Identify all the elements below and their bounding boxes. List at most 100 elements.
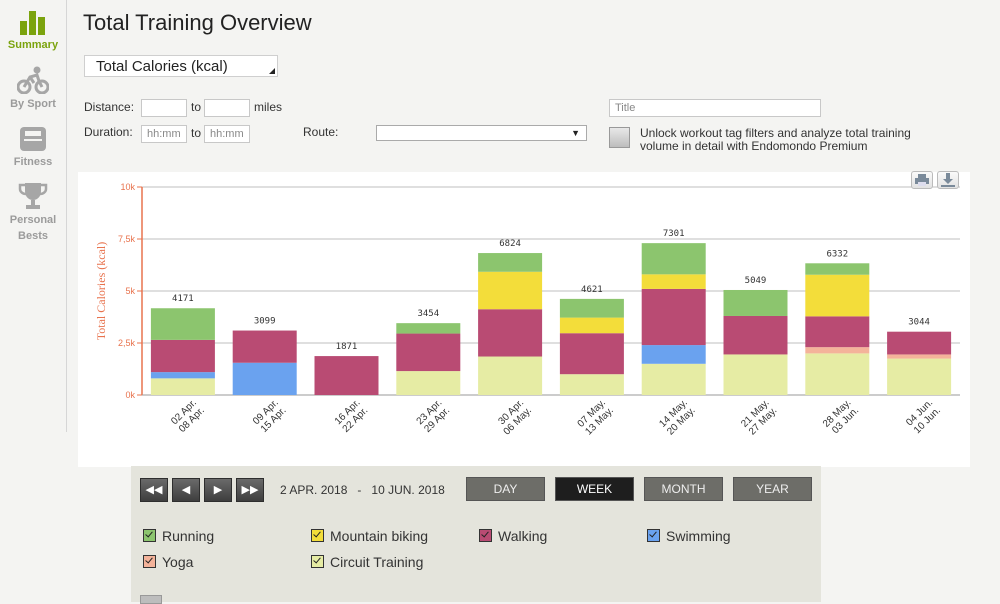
stacked-bar-chart: 0k 2,5k 5k 7,5k 10k Total Calories (kcal) 4171…: [94, 182, 960, 438]
download-button[interactable]: [937, 171, 959, 189]
sidebar-item-label: Fitness: [13, 156, 53, 168]
bar-total-label: 3044: [908, 318, 930, 328]
route-select[interactable]: ▼: [376, 125, 587, 141]
legend-label: Mountain biking: [330, 528, 429, 544]
bar-segment-running: [396, 323, 461, 334]
sidebar-item-label: Personal: [9, 214, 57, 226]
bar-segment-walking: [723, 315, 788, 355]
bar-segment-circuit-training: [887, 358, 952, 395]
bar-segment-swimming: [150, 372, 215, 379]
bar-segment-circuit-training: [396, 371, 461, 395]
y-axis-label: Total Calories (kcal): [94, 242, 108, 340]
bar-segment-swimming: [232, 362, 297, 395]
x-tick-label: 28 May.03 Jun.: [821, 397, 861, 437]
distance-to-input[interactable]: [204, 99, 250, 117]
x-tick-label: 30 Apr.06 May.: [494, 397, 534, 437]
bar-segment-circuit-training: [723, 354, 788, 395]
bar-total-label: 6332: [826, 249, 848, 259]
period-day-button[interactable]: DAY: [466, 477, 545, 501]
print-icon: [915, 174, 929, 186]
bar-segment-walking: [887, 331, 952, 355]
bar-segment-yoga: [805, 347, 870, 354]
next-button[interactable]: ▶: [204, 478, 232, 502]
y-tick-label: 7,5k: [118, 234, 136, 244]
y-tick-label: 0k: [125, 390, 135, 400]
last-page-button[interactable]: ▶▶: [236, 478, 264, 502]
checkbox-icon[interactable]: [143, 555, 156, 568]
date-separator: -: [357, 483, 362, 497]
dropdown-arrow-icon: [269, 68, 275, 74]
bar-segment-running: [559, 298, 624, 318]
legend-label: Running: [162, 528, 215, 544]
legend-label: Circuit Training: [330, 554, 424, 570]
bar-segment-circuit-training: [150, 378, 215, 395]
x-tick-label: 14 May.20 May.: [657, 397, 697, 437]
legend-item-yoga[interactable]: Yoga: [143, 554, 193, 570]
duration-from-input[interactable]: hh:mm: [141, 125, 187, 143]
download-icon: [941, 173, 955, 187]
premium-text: Unlock workout tag filters and analyze t…: [640, 126, 911, 153]
bar-segment-mountain-biking: [559, 317, 624, 334]
scale-icon: [20, 127, 46, 151]
bar-total-label: 3454: [417, 309, 439, 319]
checkbox-icon[interactable]: [311, 555, 324, 568]
sidebar-item-personal-bests[interactable]: Personal Bests: [0, 182, 66, 244]
period-year-button[interactable]: YEAR: [733, 477, 812, 501]
bar-segment-walking: [478, 309, 543, 357]
sidebar-item-fitness[interactable]: Fitness: [0, 126, 66, 170]
bar-segment-walking: [396, 333, 461, 372]
date-from: 2 APR. 2018: [280, 483, 348, 497]
y-tick-label: 5k: [125, 286, 135, 296]
legend-item-walking[interactable]: Walking: [479, 528, 547, 544]
miles-label: miles: [254, 100, 283, 114]
checkbox-icon[interactable]: [311, 529, 324, 542]
sidebar-item-summary[interactable]: Summary: [0, 9, 66, 53]
checkbox-icon[interactable]: [143, 529, 156, 542]
legend-item-mountain-biking[interactable]: Mountain biking: [311, 528, 428, 544]
controls-panel: ◀◀ ◀ ▶ ▶▶ 2 APR. 2018 - 10 JUN. 2018 DAY…: [131, 466, 821, 602]
bar-segment-running: [478, 253, 543, 272]
bar-segment-swimming: [641, 345, 706, 364]
cyclist-icon: [17, 66, 49, 94]
page-title: Total Training Overview: [83, 10, 312, 35]
sidebar-item-by-sport[interactable]: By Sport: [0, 66, 66, 112]
bar-total-label: 3099: [254, 317, 276, 327]
first-page-button[interactable]: ◀◀: [140, 478, 168, 502]
bar-segment-walking: [232, 330, 297, 363]
metric-select[interactable]: Total Calories (kcal): [84, 55, 278, 77]
distance-label: Distance:: [84, 100, 135, 114]
bar-total-label: 4171: [172, 294, 194, 304]
bar-segment-running: [641, 243, 706, 275]
bar-segment-walking: [641, 288, 706, 346]
legend-item-circuit-training[interactable]: Circuit Training: [311, 554, 423, 570]
print-button[interactable]: [911, 171, 933, 189]
bar-total-label: 5049: [745, 276, 767, 286]
x-tick-label: 16 Apr.22 Apr.: [333, 397, 371, 435]
date-to: 10 JUN. 2018: [371, 483, 445, 497]
bar-segment-running: [150, 308, 215, 340]
distance-from-input[interactable]: [141, 99, 187, 117]
legend-item-running[interactable]: Running: [143, 528, 214, 544]
legend-item-swimming[interactable]: Swimming: [647, 528, 731, 544]
duration-to-input[interactable]: hh:mm: [204, 125, 250, 143]
previous-button[interactable]: ◀: [172, 478, 200, 502]
legend-label: Walking: [498, 528, 548, 544]
bar-total-label: 4621: [581, 285, 603, 295]
checkbox-icon[interactable]: [647, 529, 660, 542]
dropdown-arrow-icon: ▼: [571, 128, 580, 138]
chart-area: 0k 2,5k 5k 7,5k 10k Total Calories (kcal) 4171…: [78, 172, 970, 467]
premium-icon[interactable]: [609, 127, 630, 148]
x-tick-label: 23 Apr.29 Apr.: [415, 397, 453, 435]
title-input[interactable]: Title: [609, 99, 821, 117]
checkbox-icon[interactable]: [479, 529, 492, 542]
sidebar-item-label: Summary: [7, 39, 59, 51]
bar-segment-mountain-biking: [805, 274, 870, 317]
period-week-button[interactable]: WEEK: [555, 477, 634, 501]
bar-segment-walking: [559, 333, 624, 375]
date-range: 2 APR. 2018 - 10 JUN. 2018: [280, 483, 445, 497]
settings-icon[interactable]: [140, 595, 162, 604]
period-month-button[interactable]: MONTH: [644, 477, 723, 501]
bar-segment-walking: [805, 316, 870, 348]
legend-label: Yoga: [162, 554, 194, 570]
bar-segment-running: [805, 263, 870, 275]
